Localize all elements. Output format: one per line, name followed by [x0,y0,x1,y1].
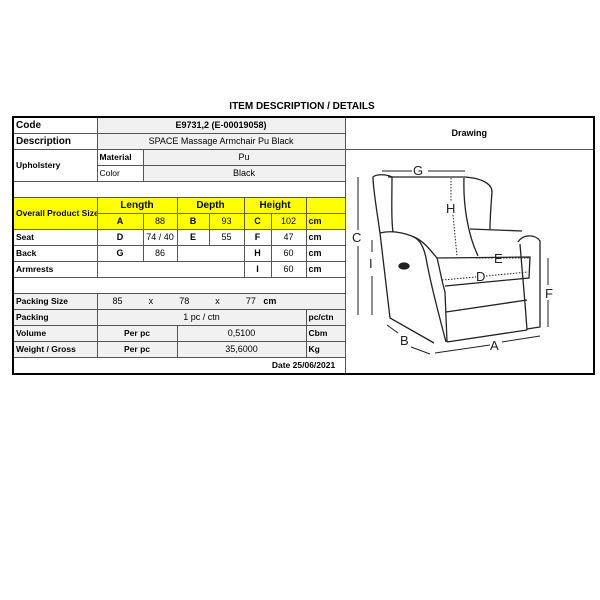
document-title: ITEM DESCRIPTION / DETAILS [229,101,375,112]
size-header-row: Overall Product Size Length Depth Height [12,197,594,230]
volume-label: Volume [12,325,98,342]
packing-width: 78 [179,296,190,306]
height-header: Height [243,197,307,214]
label-c: C [352,230,361,245]
dim-b-value: 93 [208,213,245,230]
color-row: Color Black [13,165,594,182]
packing-unit: pc/ctn [305,309,346,326]
massage-control-icon [398,262,410,270]
material-row: Upholstery Material Pu [12,149,595,375]
drawing-panel [344,149,595,375]
weight-label: Weight / Gross [12,341,98,358]
dim-c-letter: C [243,213,272,230]
unit: cm [305,245,346,262]
label-h: H [446,201,455,216]
length-header: Length [96,197,178,214]
label-g: G [413,163,423,178]
packing-height: 77 [245,296,256,306]
code-row: Code E9731,2 (E-00019058) Drawing [12,116,595,150]
packing-length: 85 [112,296,123,306]
dim-a-letter: A [96,213,144,230]
weight-row: Weight / Gross Per pc 35,6000 Kg [12,341,594,358]
upholstery-label: Upholstery [12,149,98,182]
color-value: Black [142,165,346,182]
back-row: Back G 86 H 60 cm [12,245,594,262]
label-d: D [476,269,485,284]
unit: cm [305,229,346,246]
weight-unit: Kg [305,341,346,358]
overall-size-label: Overall Product Size [12,197,98,230]
label-b: B [400,333,409,348]
depth-header: Depth [176,197,245,214]
overall-row: A 88 B 93 C 102 cm [13,213,594,230]
description-row: Description SPACE Massage Armchair Pu Bl… [12,133,594,150]
packing-label: Packing [12,309,98,326]
packing-row: Packing 1 pc / ctn pc/ctn [12,309,594,326]
seat-row: Seat D 74 / 40 E 55 F 47 cm [12,229,594,246]
volume-row: Volume Per pc 0,5100 Cbm [12,325,594,342]
label-a: A [490,338,499,353]
drawing-label: Drawing [344,116,595,150]
item-details-table: Code E9731,2 (E-00019058) Drawing Descri… [12,116,596,375]
unit: cm [305,213,346,230]
dim-b-letter: B [176,213,210,230]
label-i: I [369,256,373,271]
label-f: F [545,286,553,301]
code-value: E9731,2 (E-00019058) [96,116,346,134]
label-e: E [494,251,503,266]
weight-value: 35,6000 [176,341,307,358]
